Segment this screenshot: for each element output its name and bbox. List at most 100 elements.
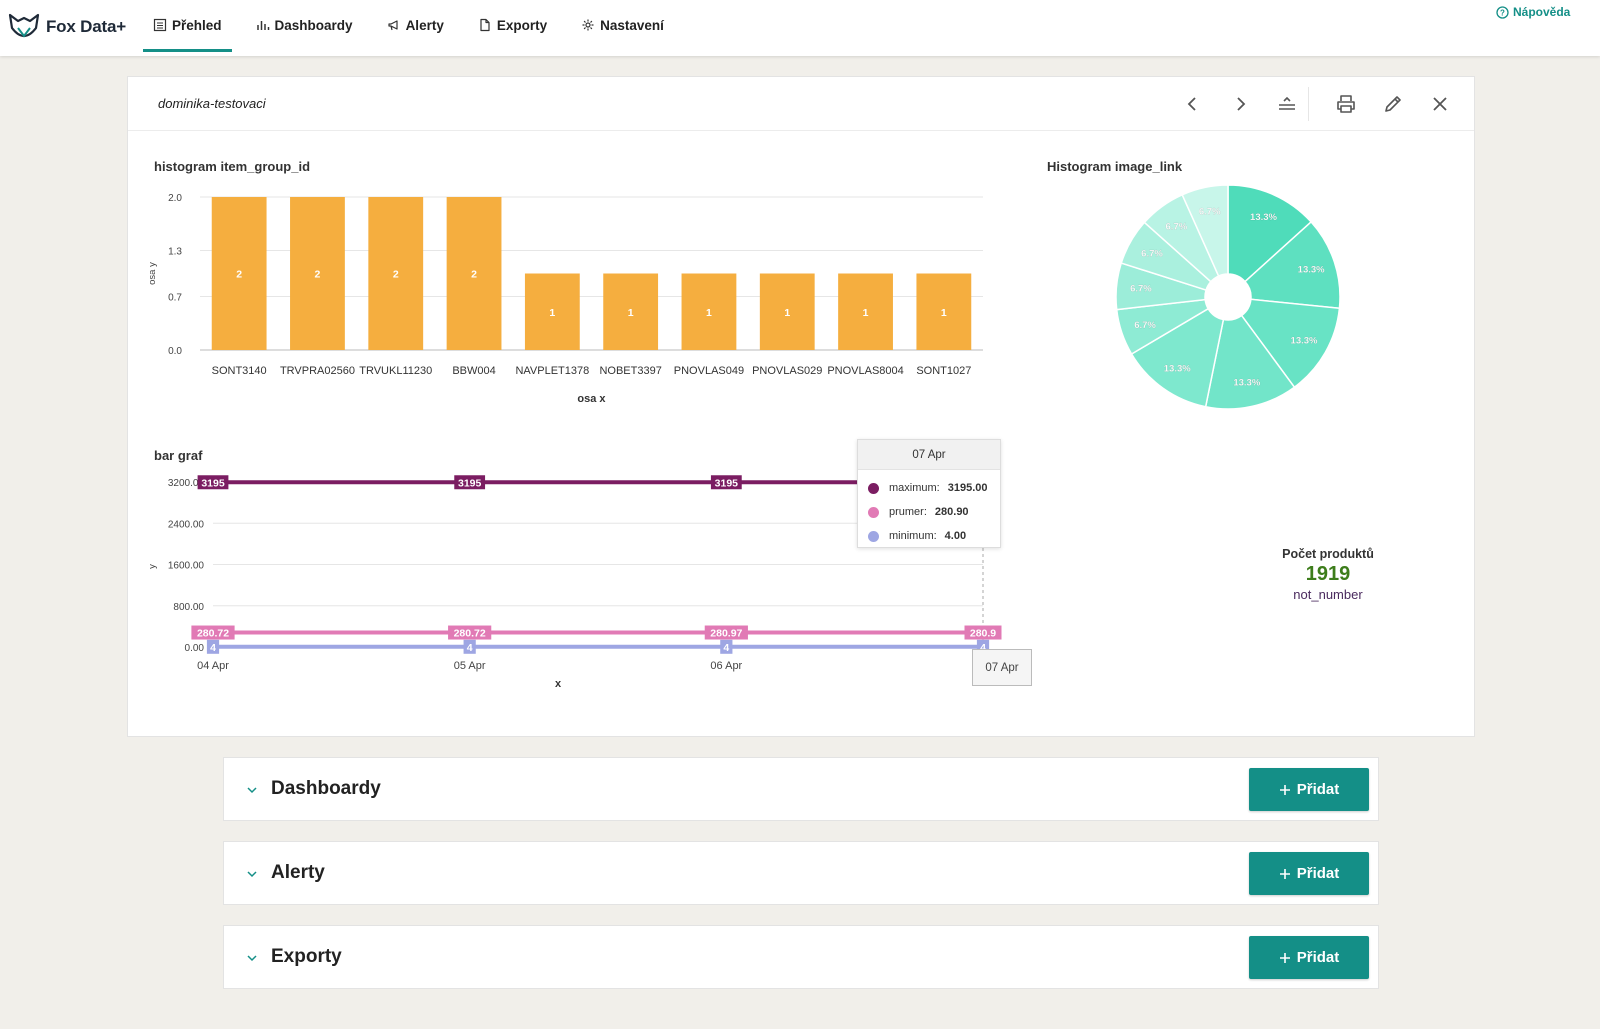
bar-data-label: 1 bbox=[549, 307, 555, 319]
dashboard-card: dominika-testovaci histogram item_group_… bbox=[127, 76, 1475, 737]
add-alert-button[interactable]: Přidat bbox=[1249, 852, 1369, 895]
data-label: 3195 bbox=[201, 477, 225, 489]
x-tick-label: PNOVLAS029 bbox=[752, 365, 822, 377]
nav-item-alerty[interactable]: Alerty bbox=[377, 0, 454, 50]
pie-slice bbox=[1130, 307, 1225, 408]
data-label-box bbox=[463, 639, 476, 654]
y-tick-label: 3200.00 bbox=[168, 478, 205, 489]
chevron-down-icon[interactable] bbox=[246, 784, 258, 796]
data-label-box bbox=[206, 639, 220, 654]
add-dashboard-button[interactable]: Přidat bbox=[1249, 768, 1369, 811]
next-button[interactable] bbox=[1227, 91, 1253, 117]
nav-item-dashboardy[interactable]: Dashboardy bbox=[246, 0, 363, 50]
nav-item-nastaveni[interactable]: Nastavení bbox=[571, 0, 674, 50]
pie-slice-label: 13.3% bbox=[1250, 212, 1277, 223]
data-label: 3195 bbox=[715, 477, 739, 489]
x-tick-label: 05 Apr bbox=[454, 660, 486, 672]
main-nav: Přehled Dashboardy Alerty Exporty Nastav… bbox=[143, 0, 688, 56]
pie-slice bbox=[1240, 298, 1341, 389]
bar-data-label: 2 bbox=[471, 269, 477, 281]
tooltip-label: prumer: bbox=[889, 506, 927, 518]
nav-label: Nastavení bbox=[600, 17, 664, 33]
help-link[interactable]: ? Nápověda bbox=[1496, 5, 1570, 19]
legend-dot bbox=[868, 506, 879, 518]
bar bbox=[524, 273, 580, 350]
chevron-right-icon bbox=[1237, 97, 1246, 111]
bar-data-label: 1 bbox=[784, 307, 790, 319]
x-tick-label: NOBET3397 bbox=[599, 365, 661, 377]
print-icon bbox=[1337, 95, 1355, 113]
x-axis-tooltip: 07 Apr bbox=[972, 649, 1032, 686]
y-tick-label: 0.7 bbox=[168, 292, 182, 303]
y-tick-label: 2.0 bbox=[168, 193, 182, 204]
data-label: 280.97 bbox=[710, 628, 742, 640]
collapse-button[interactable] bbox=[1274, 91, 1300, 117]
nav-item-exporty[interactable]: Exporty bbox=[468, 0, 557, 50]
data-label-box bbox=[704, 625, 748, 640]
bar bbox=[211, 197, 267, 350]
section-title: Alerty bbox=[271, 862, 325, 883]
svg-text:?: ? bbox=[1500, 8, 1505, 17]
tooltip-row-prumer: prumer: 280.90 bbox=[858, 500, 1000, 524]
pie-slice-label: 13.3% bbox=[1291, 335, 1318, 346]
y-tick-label: 0.00 bbox=[185, 643, 205, 654]
bar-data-label: 1 bbox=[863, 307, 869, 319]
pie-slice-label: 13.3% bbox=[1164, 363, 1191, 374]
chevron-down-icon[interactable] bbox=[246, 868, 258, 880]
line-chart-title: bar graf bbox=[154, 448, 203, 463]
bar bbox=[603, 273, 659, 350]
close-button[interactable] bbox=[1427, 91, 1453, 117]
plus-icon bbox=[1279, 952, 1290, 963]
add-export-button[interactable]: Přidat bbox=[1249, 936, 1369, 979]
tooltip-label: maximum: bbox=[889, 482, 940, 494]
bar-data-label: 2 bbox=[315, 269, 321, 281]
tooltip-value: 280.90 bbox=[934, 506, 969, 518]
plus-icon bbox=[1279, 868, 1290, 879]
file-icon bbox=[480, 18, 490, 32]
print-button[interactable] bbox=[1333, 91, 1359, 117]
edit-button[interactable] bbox=[1380, 91, 1406, 117]
dashboard-title: dominika-testovaci bbox=[158, 96, 266, 111]
card-header: dominika-testovaci bbox=[128, 77, 1474, 131]
y-tick-label: 800.00 bbox=[173, 602, 204, 613]
data-label: 4 bbox=[980, 642, 986, 654]
x-tick-label: PNOVLAS049 bbox=[674, 365, 744, 377]
chevron-down-icon[interactable] bbox=[246, 952, 258, 964]
x-tick-label: 04 Apr bbox=[197, 660, 229, 672]
histogram-title: histogram item_group_id bbox=[154, 159, 311, 174]
bar bbox=[759, 273, 815, 350]
pie-slice-label: 6.7% bbox=[1199, 206, 1221, 217]
previous-button[interactable] bbox=[1180, 91, 1206, 117]
x-tick-label: TRVUKL11230 bbox=[359, 365, 432, 377]
y-axis-label: osa y bbox=[147, 262, 158, 285]
kpi-title: Počet produktů bbox=[1282, 547, 1374, 561]
kpi-subtitle: not_number bbox=[1293, 587, 1363, 602]
line-chart: 0.00 800.00 1600.00 2400.00 3200.00 y 04 Apr 05… bbox=[147, 475, 1002, 690]
x-tick-label: PNOVLAS8004 bbox=[827, 365, 903, 377]
nav-label: Dashboardy bbox=[274, 17, 353, 33]
help-label: Nápověda bbox=[1513, 5, 1571, 19]
legend-dot bbox=[868, 530, 879, 542]
tooltip-row-maximum: maximum: 3195.00 bbox=[858, 476, 1000, 500]
gear-icon bbox=[582, 19, 594, 31]
pie-slice-label: 13.3% bbox=[1298, 265, 1325, 276]
button-label: Přidat bbox=[1296, 781, 1340, 798]
button-label: Přidat bbox=[1296, 949, 1340, 966]
fox-logo-icon bbox=[8, 13, 40, 38]
brand-logo[interactable]: Fox Data+ bbox=[8, 12, 126, 42]
collapse-icon bbox=[1279, 96, 1295, 110]
data-label: 3195 bbox=[458, 477, 482, 489]
pie-slice-label: 6.7% bbox=[1141, 249, 1163, 260]
brand-name: Fox Data+ bbox=[46, 17, 126, 36]
chevron-left-icon bbox=[1187, 97, 1196, 111]
pie-chart: 13.3% 13.3% 13.3% 13.3% 13.3% 6.7% 6.7% 6.7% 6.7… bbox=[1115, 184, 1341, 410]
plus-icon bbox=[1279, 784, 1290, 795]
data-label: 280.72 bbox=[454, 628, 486, 640]
pie-slice bbox=[1227, 184, 1313, 283]
pie-slice-label: 6.7% bbox=[1166, 221, 1188, 232]
x-axis-label: x bbox=[555, 678, 562, 690]
nav-item-prehled[interactable]: Přehled bbox=[143, 0, 232, 52]
tooltip-row-minimum: minimum: 4.00 bbox=[858, 524, 1000, 548]
data-label: 280.72 bbox=[197, 628, 229, 640]
pie-slice-label: 6.7% bbox=[1130, 283, 1152, 294]
